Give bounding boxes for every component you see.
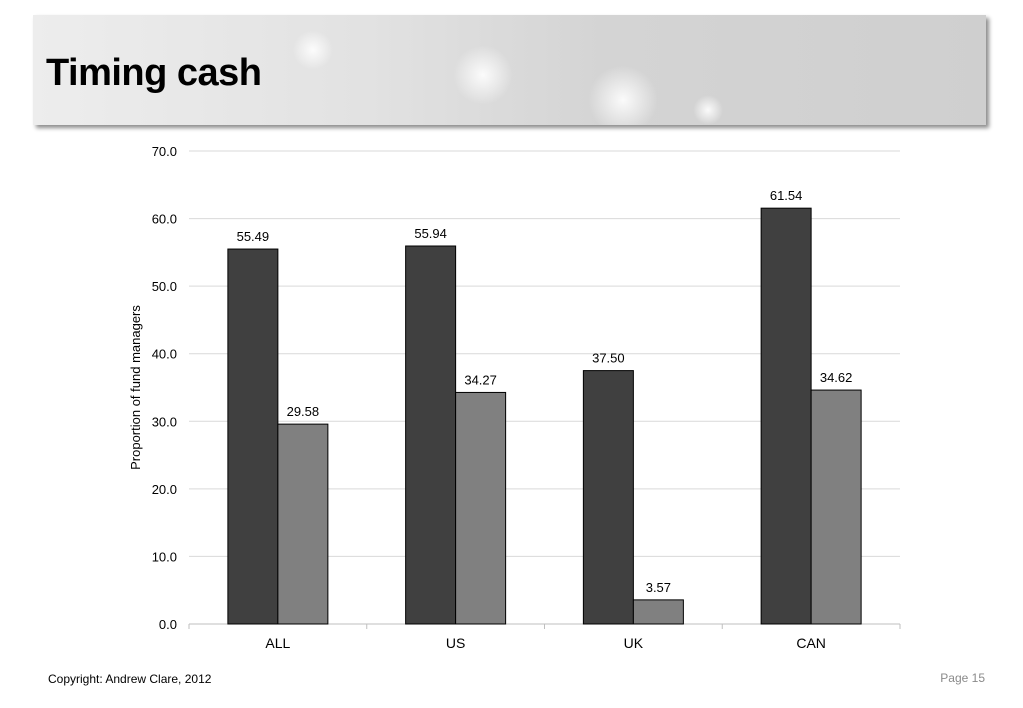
page-number: Page 15 — [940, 671, 985, 685]
y-tick-label: 30.0 — [152, 414, 177, 429]
banner-glow — [588, 65, 658, 125]
data-label: 3.57 — [646, 580, 671, 595]
data-label: 37.50 — [592, 351, 625, 366]
copyright-text: Copyright: Andrew Clare, 2012 — [48, 672, 212, 686]
y-axis-title: Proportion of fund managers — [128, 305, 143, 470]
bar — [277, 423, 329, 625]
bar — [455, 391, 507, 625]
y-tick-label: 50.0 — [152, 279, 177, 294]
bar — [810, 389, 862, 625]
y-tick-label: 70.0 — [152, 144, 177, 159]
bar — [760, 207, 812, 625]
bar — [405, 245, 457, 625]
x-tick-label: ALL — [265, 635, 290, 651]
data-label: 55.94 — [414, 226, 447, 241]
slide-title: Timing cash — [46, 52, 262, 94]
banner-glow — [453, 45, 513, 105]
y-tick-label: 60.0 — [152, 212, 177, 227]
data-label: 34.27 — [464, 372, 497, 387]
data-label: 34.62 — [820, 370, 853, 385]
banner-glow — [293, 30, 333, 70]
x-tick-label: US — [446, 635, 465, 651]
bar — [227, 248, 279, 625]
x-tick-label: UK — [624, 635, 644, 651]
data-label: 55.49 — [237, 229, 270, 244]
y-tick-label: 0.0 — [159, 617, 177, 632]
title-banner — [33, 15, 986, 125]
data-label: 29.58 — [287, 404, 320, 419]
x-tick-label: CAN — [796, 635, 826, 651]
y-tick-label: 10.0 — [152, 549, 177, 564]
banner-glow — [693, 95, 723, 125]
data-label: 61.54 — [770, 188, 803, 203]
bar — [582, 370, 634, 625]
bar — [632, 599, 684, 625]
y-tick-label: 20.0 — [152, 482, 177, 497]
y-tick-label: 40.0 — [152, 347, 177, 362]
